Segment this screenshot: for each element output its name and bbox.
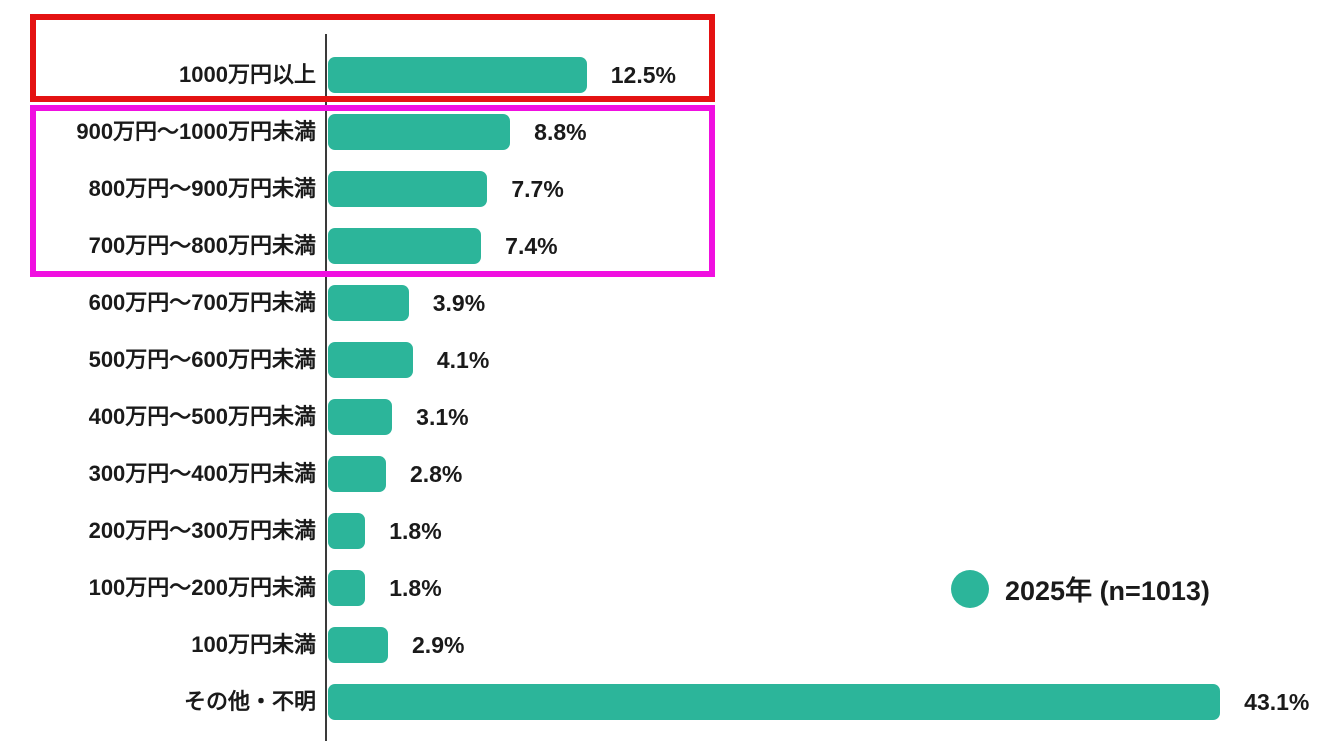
category-label: 700万円〜800万円未満: [88, 233, 316, 259]
bar-row: その他・不明 43.1%: [0, 684, 1338, 721]
category-label: 600万円〜700万円未満: [88, 290, 316, 316]
value-label: 7.7%: [511, 176, 564, 203]
category-label: 1000万円以上: [179, 62, 316, 88]
value-label: 8.8%: [534, 119, 587, 146]
bar: [328, 57, 587, 94]
bar-row: 200万円〜300万円未満 1.8%: [0, 513, 1338, 550]
bar-row: 600万円〜700万円未満 3.9%: [0, 285, 1338, 322]
bar: [328, 684, 1221, 721]
bar-row: 400万円〜500万円未満 3.1%: [0, 399, 1338, 436]
value-label: 1.8%: [389, 518, 442, 545]
bar: [328, 228, 482, 265]
category-label: 300万円〜400万円未満: [88, 461, 316, 487]
bar-row: 1000万円以上 12.5%: [0, 57, 1338, 94]
value-label: 2.9%: [412, 632, 465, 659]
bar-row: 100万円未満 2.9%: [0, 627, 1338, 664]
legend-circle-marker: [951, 569, 989, 608]
bar: [328, 399, 393, 436]
value-label: 3.1%: [416, 404, 469, 431]
value-label: 4.1%: [436, 347, 490, 374]
bar-row: 300万円〜400万円未満 2.8%: [0, 456, 1338, 493]
bar: [328, 570, 366, 607]
category-label: その他・不明: [183, 689, 316, 715]
red-highlight-box: [30, 14, 715, 102]
bar: [328, 171, 488, 208]
value-label: 3.9%: [432, 290, 486, 317]
bar-row: 500万円〜600万円未満 4.1%: [0, 342, 1338, 379]
bar: [328, 456, 386, 493]
category-label: 400万円〜500万円未満: [88, 404, 316, 430]
category-label: 200万円〜300万円未満: [88, 518, 316, 544]
value-label: 12.5%: [610, 62, 676, 89]
bar: [328, 627, 389, 664]
bar: [328, 342, 413, 379]
legend-label: 2025年 (n=1013): [1005, 576, 1210, 606]
bar-row: 800万円〜900万円未満 7.7%: [0, 171, 1338, 208]
bar-row: 700万円〜800万円未満 7.4%: [0, 228, 1338, 265]
vertical-axis-line: [325, 34, 327, 741]
category-label: 900万円〜1000万円未満: [76, 119, 316, 145]
bar-row: 900万円〜1000万円未満 8.8%: [0, 114, 1338, 151]
category-label: 100万円〜200万円未満: [88, 575, 316, 601]
value-label: 2.8%: [409, 461, 463, 488]
value-label: 43.1%: [1244, 689, 1310, 716]
category-label: 100万円未満: [191, 632, 316, 658]
category-label: 500万円〜600万円未満: [88, 347, 316, 373]
bar: [328, 513, 366, 550]
category-label: 800万円〜900万円未満: [88, 176, 316, 202]
bar: [328, 114, 511, 151]
legend: 2025年 (n=1013): [951, 569, 1210, 608]
bar: [328, 285, 409, 322]
value-label: 7.4%: [505, 233, 558, 260]
magenta-highlight-box: [30, 105, 715, 277]
bar-row: 100万円〜200万円未満 1.8%: [0, 570, 1338, 607]
value-label: 1.8%: [389, 575, 442, 602]
